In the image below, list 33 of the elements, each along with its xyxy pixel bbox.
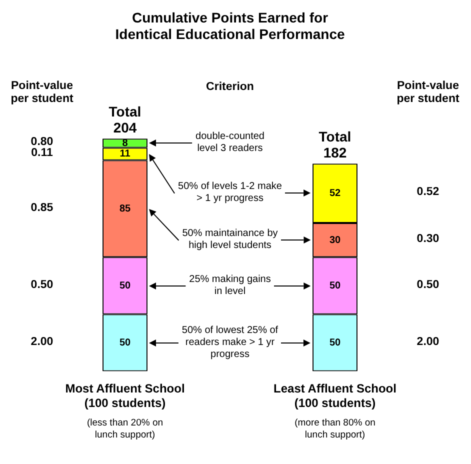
chart-title: Cumulative Points Earned for Identical Educational Performance xyxy=(115,9,345,42)
annotation: 0.50 xyxy=(416,278,440,293)
annotation: 0.11 xyxy=(31,147,53,161)
annotation: 2.00 xyxy=(30,336,54,350)
text: Point-value per student xyxy=(10,80,74,108)
total-label: Total 182 xyxy=(318,128,352,161)
annotation: 0.50 xyxy=(30,278,54,293)
annotation: 2.00 xyxy=(416,336,440,350)
text: Criterion xyxy=(206,80,254,94)
data-label: 8 xyxy=(122,138,128,149)
data-label: 30 xyxy=(329,234,341,246)
data-label: 50 xyxy=(329,337,341,348)
x-tick-label: Most Affluent School (100 students) xyxy=(65,382,185,410)
annotation: 50% of lowest 25% of readers make > 1 yr progress xyxy=(182,324,278,361)
annotation: 50% maintainance by high level students xyxy=(182,228,278,252)
data-label: 11 xyxy=(120,148,131,160)
total-label: Total 204 xyxy=(108,104,142,136)
annotation: 25% making gains in level xyxy=(189,274,271,298)
annotation: 0.80 xyxy=(30,136,54,148)
data-label: 50 xyxy=(119,337,131,348)
annotation: 0.30 xyxy=(416,233,440,247)
text: (more than 80% on lunch support) xyxy=(294,418,376,441)
annotation: 50% of levels 1-2 make > 1 yr progress xyxy=(178,181,282,206)
annotation: double-counted level 3 readers xyxy=(196,131,264,156)
text: Point-value per student xyxy=(396,80,460,108)
annotation: 0.85 xyxy=(30,202,54,216)
data-label: 52 xyxy=(329,188,341,200)
text: (less than 20% on lunch support) xyxy=(86,418,164,441)
data-label: 50 xyxy=(329,280,341,292)
annotation: 0.52 xyxy=(416,186,440,200)
x-tick-label: Least Affluent School (100 students) xyxy=(274,382,396,410)
data-label: 50 xyxy=(119,280,131,292)
data-label: 85 xyxy=(119,203,131,214)
